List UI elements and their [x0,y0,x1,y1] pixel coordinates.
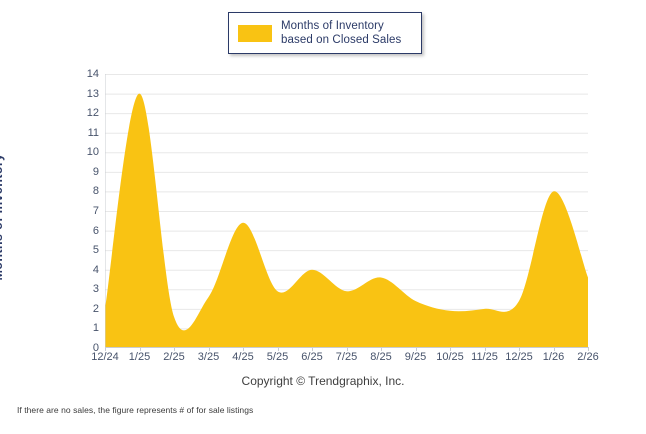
x-axis-tick-label: 2/25 [163,351,185,363]
x-axis-tick-label: 1/25 [128,351,151,363]
plot-area [105,74,588,348]
footnote-text: If there are no sales, the figure repres… [17,405,254,415]
x-axis-tick-label: 1/26 [542,351,565,363]
y-axis-tick-label: 5 [92,244,99,257]
y-axis-title: Months of Inventory [0,0,49,434]
x-axis-tick-mark [243,347,244,351]
legend-label: Months of Inventory based on Closed Sale… [281,20,402,46]
y-axis-tick-label: 10 [86,146,99,159]
y-axis-tick-label: 6 [92,224,99,237]
y-axis-tick-label: 1 [92,322,99,335]
x-axis-tick-mark [105,347,106,351]
y-axis-tick-label: 4 [92,263,99,276]
y-axis-tick-labels: 14 13 12 11 10 9 8 7 6 5 4 3 2 1 0 [59,69,99,354]
y-axis-tick-label: 0 [92,342,99,354]
y-axis-title-text: Months of Inventory [0,153,5,281]
x-axis-tick-label: 2/26 [577,351,599,363]
x-axis-tick-mark [553,347,555,351]
x-axis-tick-label: 7/25 [335,351,358,363]
copyright-notice: Copyright © Trendgraphix, Inc. [241,374,405,388]
chart-legend: Months of Inventory based on Closed Sale… [228,12,422,54]
area-chart-svg [105,74,588,348]
x-axis-tick-label: 9/25 [404,351,427,363]
x-axis-tick-mark [208,347,210,351]
x-axis-tick-label: 8/25 [370,351,392,363]
x-axis-tick-mark [415,347,417,351]
x-axis-tick-label: 12/24 [91,351,119,363]
y-axis-tick-label: 2 [92,302,99,315]
y-axis-tick-label: 11 [87,126,99,139]
y-axis-tick-label: 8 [92,185,99,198]
x-axis-tick-mark [519,347,520,351]
x-axis-tick-label: 12/25 [505,351,533,363]
y-axis-tick-label: 12 [86,107,99,120]
x-axis-tick-label: 11/25 [471,351,498,363]
y-axis-tick-label: 13 [86,87,99,100]
gridlines-group [105,74,588,330]
x-axis-tick-mark [277,347,279,351]
x-axis-tick-mark [484,347,486,351]
x-axis-tick-mark [381,347,382,351]
x-axis-tick-mark [450,347,451,351]
x-axis-tick-label: 3/25 [197,351,220,363]
x-axis-tick-mark [174,347,175,351]
x-axis-tick-label: 5/25 [266,351,289,363]
x-axis-tick-label: 6/25 [301,351,323,363]
y-axis-tick-label: 3 [92,283,99,296]
x-axis-tick-mark [312,347,313,351]
y-axis-tick-label: 14 [86,68,99,80]
x-axis-tick-mark [346,347,348,351]
y-axis-tick-label: 9 [92,165,99,178]
legend-color-swatch [238,24,272,42]
x-axis-tick-mark [588,347,589,351]
x-axis-tick-labels: 12/24 1/25 2/25 3/25 4/25 5/25 6/25 7/25 8/25 9/2… [91,347,599,367]
y-axis-tick-label: 7 [92,205,99,217]
series-area-months-of-inventory [105,93,588,348]
x-axis-tick-label: 4/25 [232,351,254,363]
x-axis-tick-mark [139,347,141,351]
x-axis-tick-label: 10/25 [436,351,464,363]
